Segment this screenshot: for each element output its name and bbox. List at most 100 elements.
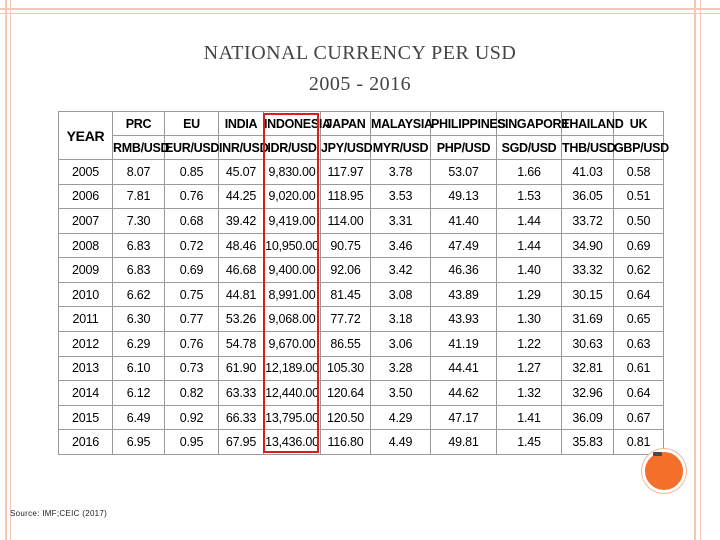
value-cell: 6.12: [112, 380, 165, 406]
value-cell: 3.46: [370, 232, 431, 259]
unit-header: MYR/USD: [370, 135, 431, 160]
value-cell: 9,400.00: [263, 257, 321, 283]
value-cell: 0.69: [164, 257, 219, 283]
unit-header: RMB/USD: [112, 135, 170, 160]
value-cell: 90.75: [320, 232, 371, 259]
value-cell: 41.03: [561, 159, 614, 185]
table-row: 2005 8.07 0.85 45.07 9,830.00 117.97 3.78 53.07…: [58, 159, 664, 185]
year-cell: 2015: [58, 404, 113, 431]
currency-table: YEAR PRC EU INDIA INDONESIA JAPAN MALAYSIA PHI…: [58, 111, 669, 455]
year-cell: 2010: [58, 281, 113, 308]
slide-title: NATIONAL CURRENCY PER USD: [203, 42, 517, 64]
decorative-tick-mark: [653, 452, 662, 456]
value-cell: 3.31: [370, 208, 431, 234]
value-cell: 0.76: [164, 331, 219, 357]
country-header: MALAYSIA: [370, 111, 433, 136]
value-cell: 3.08: [370, 281, 431, 308]
country-header: PHILIPPINES: [430, 111, 506, 136]
value-cell: 1.44: [496, 208, 562, 234]
value-cell: 1.40: [496, 257, 562, 283]
value-cell: 7.81: [112, 183, 165, 210]
value-cell: 39.42: [218, 208, 264, 234]
value-cell: 49.13: [430, 183, 497, 210]
table-row: 2012 6.29 0.76 54.78 9,670.00 86.55 3.06 41.19 1…: [58, 331, 664, 357]
value-cell: 3.28: [370, 355, 431, 382]
value-cell: 0.67: [613, 404, 664, 431]
value-cell: 4.29: [370, 404, 431, 431]
unit-header: PHP/USD: [430, 135, 497, 160]
value-cell: 43.93: [430, 306, 497, 333]
value-cell: 0.65: [613, 306, 664, 333]
value-cell: 13,436.00: [263, 429, 321, 455]
value-cell: 1.66: [496, 159, 562, 185]
value-cell: 33.32: [561, 257, 614, 283]
frame-line-top: [0, 8, 720, 10]
country-header: INDONESIA: [263, 111, 331, 136]
value-cell: 36.09: [561, 404, 614, 431]
value-cell: 0.64: [613, 281, 664, 308]
value-cell: 66.33: [218, 404, 264, 431]
value-cell: 6.83: [112, 232, 165, 259]
value-cell: 9,670.00: [263, 331, 321, 357]
value-cell: 1.41: [496, 404, 562, 431]
year-cell: 2009: [58, 257, 113, 283]
value-cell: 0.77: [164, 306, 219, 333]
country-header: JAPAN: [320, 111, 371, 136]
table-row: 2011 6.30 0.77 53.26 9,068.00 77.72 3.18 43.93 1…: [58, 306, 664, 333]
value-cell: 6.10: [112, 355, 165, 382]
value-cell: 45.07: [218, 159, 264, 185]
value-cell: 1.44: [496, 232, 562, 259]
table-row: 2014 6.12 0.82 63.33 12,440.00 120.64 3.50 44.6…: [58, 380, 664, 406]
currency-table-container: YEAR PRC EU INDIA INDONESIA JAPAN MALAYSIA PHI…: [58, 111, 669, 455]
value-cell: 9,068.00: [263, 306, 321, 333]
value-cell: 6.30: [112, 306, 165, 333]
value-cell: 6.49: [112, 404, 165, 431]
value-cell: 114.00: [320, 208, 371, 234]
value-cell: 1.45: [496, 429, 562, 455]
value-cell: 53.07: [430, 159, 497, 185]
value-cell: 32.96: [561, 380, 614, 406]
value-cell: 116.80: [320, 429, 371, 455]
value-cell: 120.64: [320, 380, 371, 406]
unit-header: IDR/USD: [263, 135, 321, 160]
value-cell: 9,020.00: [263, 183, 321, 210]
table-row: 2006 7.81 0.76 44.25 9,020.00 118.95 3.53 49.13…: [58, 183, 664, 210]
value-cell: 10,950.00: [263, 232, 321, 259]
value-cell: 54.78: [218, 331, 264, 357]
header-row-units: RMB/USD EUR/USD INR/USD IDR/USD JPY/USD MYR/U…: [59, 135, 669, 160]
value-cell: 0.69: [613, 232, 664, 259]
table-row: 2007 7.30 0.68 39.42 9,419.00 114.00 3.31 41.40…: [58, 208, 664, 234]
value-cell: 0.63: [613, 331, 664, 357]
value-cell: 12,440.00: [263, 380, 321, 406]
value-cell: 1.27: [496, 355, 562, 382]
value-cell: 47.17: [430, 404, 497, 431]
value-cell: 53.26: [218, 306, 264, 333]
value-cell: 3.78: [370, 159, 431, 185]
value-cell: 120.50: [320, 404, 371, 431]
value-cell: 105.30: [320, 355, 371, 382]
value-cell: 35.83: [561, 429, 614, 455]
decorative-orange-circle: [642, 449, 686, 493]
country-header: THAILAND: [561, 111, 624, 136]
value-cell: 0.58: [613, 159, 664, 185]
value-cell: 3.18: [370, 306, 431, 333]
value-cell: 0.51: [613, 183, 664, 210]
country-header: EU: [164, 111, 219, 136]
unit-header: JPY/USD: [320, 135, 373, 160]
value-cell: 0.61: [613, 355, 664, 382]
value-cell: 30.63: [561, 331, 614, 357]
value-cell: 49.81: [430, 429, 497, 455]
country-header: PRC: [112, 111, 165, 136]
value-cell: 3.06: [370, 331, 431, 357]
year-cell: 2016: [58, 429, 113, 455]
value-cell: 0.62: [613, 257, 664, 283]
table-body: 2005 8.07 0.85 45.07 9,830.00 117.97 3.78 53.07…: [58, 159, 664, 455]
unit-header: GBP/USD: [613, 135, 669, 160]
table-row: 2009 6.83 0.69 46.68 9,400.00 92.06 3.42 46.36 1…: [58, 257, 664, 283]
value-cell: 31.69: [561, 306, 614, 333]
value-cell: 1.53: [496, 183, 562, 210]
value-cell: 8.07: [112, 159, 165, 185]
unit-header: INR/USD: [218, 135, 269, 160]
value-cell: 6.29: [112, 331, 165, 357]
value-cell: 32.81: [561, 355, 614, 382]
